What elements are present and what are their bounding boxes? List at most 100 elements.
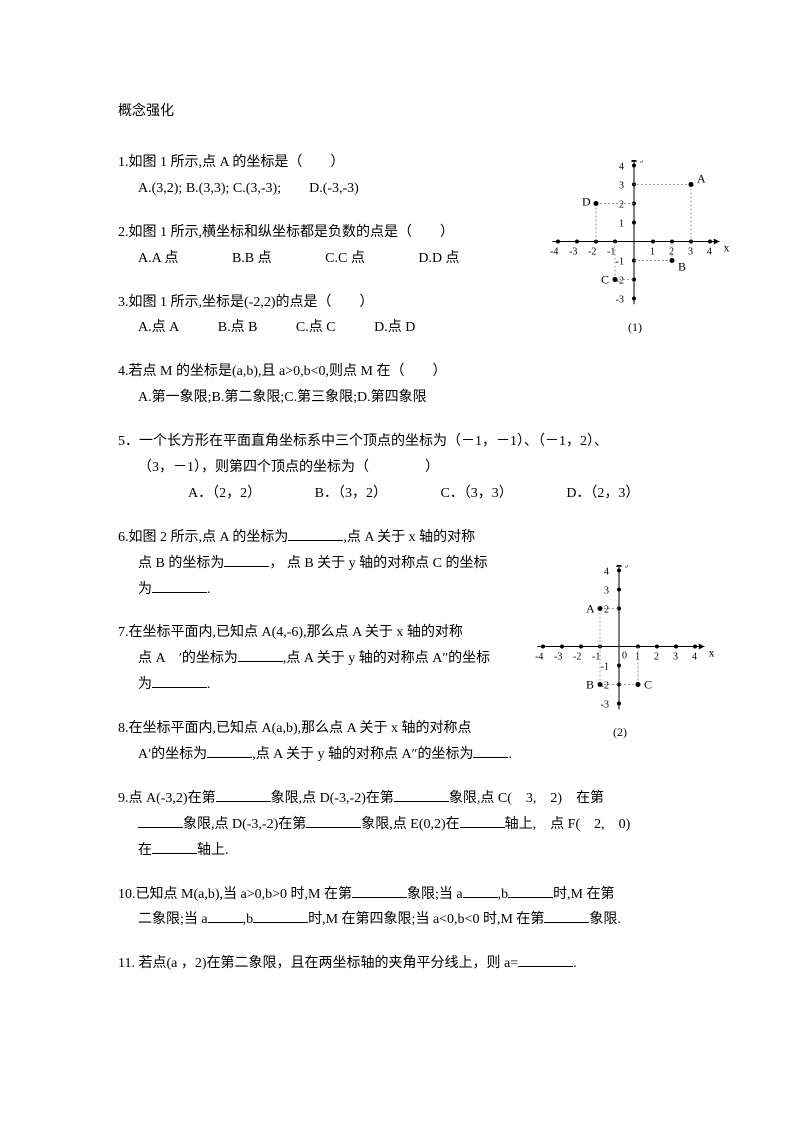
q7: 7.在坐标平面内,已知点 A(4,-6),那么点 A 关于 x 轴的对称 点 A… <box>118 620 518 698</box>
q9-l1b: 象限,点 D(-3,-2)在第 <box>271 791 394 806</box>
q5-d: D．（2，3） <box>566 486 639 501</box>
q5: 5．一个长方形在平面直角坐标系中三个顶点的坐标为（－1，－1）、（－1，2）、 … <box>118 429 690 507</box>
q5-c: C．（3，3） <box>440 486 512 501</box>
q10-l2a: 二象限;当 a <box>138 912 208 927</box>
svg-text:4: 4 <box>707 247 712 258</box>
q4-stem: 4.若点 M 的坐标是(a,b),且 a>0,b<0,则点 M 在（ ） <box>118 359 690 385</box>
q9-l1: 9.点 A(-3,2)在第 象限,点 D(-3,-2)在第 象限,点 C( 3, 2… <box>118 786 690 812</box>
q9-l2: 象限,点 D(-3,-2)在第 象限,点 E(0,2)在 轴上, 点 F( 2, 0… <box>118 812 690 838</box>
svg-text:x: x <box>724 241 730 255</box>
q4-opts: A.第一象限;B.第二象限;C.第三象限;D.第四象限 <box>118 385 690 411</box>
svg-text:y: y <box>625 565 631 568</box>
svg-text:-3: -3 <box>601 700 609 711</box>
q6-l2a: 点 B 的坐标为 <box>138 556 224 571</box>
figure-2: xy-4-3-2-11234234-1-2-30ABC(2) <box>530 565 720 740</box>
blank <box>216 787 271 802</box>
q10-l1b: 象限;当 a <box>407 887 463 902</box>
svg-text:0: 0 <box>622 651 627 662</box>
q2-c: C.C 点 <box>325 251 365 266</box>
svg-text:-3: -3 <box>616 295 624 306</box>
q9-l3b: 轴上. <box>197 843 229 858</box>
q11-a: 11. 若点(a ，2)在第二象限，且在两坐标轴的夹角平分线上，则 a= <box>118 956 518 971</box>
svg-text:B: B <box>678 260 686 274</box>
q6: 6.如图 2 所示,点 A 的坐标为 ,点 A 关于 x 轴的对称 点 B 的坐标… <box>118 525 518 603</box>
q11-l1: 11. 若点(a ，2)在第二象限，且在两坐标轴的夹角平分线上，则 a=. <box>118 951 690 977</box>
q9-l3a: 在 <box>138 843 152 858</box>
blank <box>224 552 269 567</box>
svg-text:(2): (2) <box>613 725 627 739</box>
q7-l3: 为. <box>118 672 518 698</box>
svg-text:1: 1 <box>650 247 655 258</box>
blank <box>463 883 498 898</box>
q2-a: A.A 点 <box>138 251 178 266</box>
q9-l1c: 象限,点 C( 3, 2) 在第 <box>449 791 604 806</box>
svg-text:2: 2 <box>619 200 624 211</box>
q11-b: . <box>573 956 577 971</box>
q10-l2b: ,b <box>243 912 254 927</box>
q9-l2c: 轴上, 点 F( 2, 0) <box>505 817 631 832</box>
svg-text:2: 2 <box>654 652 659 663</box>
q10-l2d: 象限. <box>589 912 621 927</box>
q6-l1b: ,点 A 关于 x 轴的对称 <box>343 530 475 545</box>
q10-l2c: 时,M 在第四象限;当 a<0,b<0 时,M 在第 <box>308 912 544 927</box>
q3-b: B.点 B <box>218 320 258 335</box>
blank <box>207 743 252 758</box>
q5-l2: （3，－1），则第四个顶点的坐标为（ ） <box>118 455 690 481</box>
q6-l3b: . <box>207 582 211 597</box>
q2-d: D.D 点 <box>418 251 459 266</box>
q8-l2c: . <box>508 747 512 762</box>
blank <box>138 813 183 828</box>
q10-l1d: 时,M 在第 <box>553 887 614 902</box>
q9-l2a: 象限,点 D(-3,-2)在第 <box>183 817 306 832</box>
blank <box>352 883 407 898</box>
blank <box>288 526 343 541</box>
svg-text:-3: -3 <box>569 247 577 258</box>
q6-l2: 点 B 的坐标为， 点 B 关于 y 轴的对称点 C 的坐标 <box>118 551 518 577</box>
svg-text:A: A <box>697 172 706 186</box>
q6-l1a: 6.如图 2 所示,点 A 的坐标为 <box>118 530 288 545</box>
svg-text:-4: -4 <box>535 652 543 663</box>
svg-text:A: A <box>586 602 595 616</box>
q7-l2: 点 A ′的坐标为 ,点 A 关于 y 轴的对称点 A″的坐标 <box>118 646 518 672</box>
svg-text:-1: -1 <box>607 247 615 258</box>
q10: 10.已知点 M(a,b),当 a>0,b>0 时,M 在第 象限;当 a ,b 时,… <box>118 882 690 934</box>
blank <box>508 883 553 898</box>
blank <box>306 813 361 828</box>
svg-text:(1): (1) <box>628 320 642 334</box>
svg-text:-1: -1 <box>616 257 624 268</box>
blank <box>394 787 449 802</box>
q10-l1a: 10.已知点 M(a,b),当 a>0,b>0 时,M 在第 <box>118 887 352 902</box>
svg-text:B: B <box>586 678 594 692</box>
blank <box>518 952 573 967</box>
q3-a: A.点 A <box>138 320 179 335</box>
svg-text:3: 3 <box>619 181 624 192</box>
q7-l3a: 为 <box>138 677 152 692</box>
q9-l1a: 9.点 A(-3,2)在第 <box>118 791 216 806</box>
svg-text:4: 4 <box>619 162 624 173</box>
q5-l1: 5．一个长方形在平面直角坐标系中三个顶点的坐标为（－1，－1）、（－1，2）、 <box>118 429 690 455</box>
svg-text:x: x <box>709 646 715 660</box>
q7-l2a: 点 A ′的坐标为 <box>138 651 238 666</box>
q8-l2: A′的坐标为 ,点 A 关于 y 轴的对称点 A″的坐标为. <box>118 742 690 768</box>
svg-text:2: 2 <box>604 605 609 616</box>
q8-l2b: ,点 A 关于 y 轴的对称点 A″的坐标为 <box>252 747 473 762</box>
svg-text:4: 4 <box>692 652 697 663</box>
blank <box>208 908 243 923</box>
svg-text:1: 1 <box>635 652 640 663</box>
blank <box>152 673 207 688</box>
svg-text:C: C <box>601 273 609 287</box>
q7-l2b: ,点 A 关于 y 轴的对称点 A″的坐标 <box>283 651 490 666</box>
q10-l2: 二象限;当 a ,b 时,M 在第四象限;当 a<0,b<0 时,M 在第 象限. <box>118 907 690 933</box>
svg-text:-2: -2 <box>588 247 596 258</box>
svg-text:D: D <box>582 195 591 209</box>
svg-text:-4: -4 <box>550 247 558 258</box>
q5-a: A．（2，2） <box>188 486 261 501</box>
q10-l1c: ,b <box>498 887 509 902</box>
q6-l3: 为. <box>118 577 518 603</box>
q9-l2b: 象限,点 E(0,2)在 <box>361 817 459 832</box>
coord-plane-1: xy-4-3-2-112341234-1-2-3ABCD(1) <box>540 160 740 335</box>
svg-text:3: 3 <box>673 652 678 663</box>
q8-l2a: A′的坐标为 <box>138 747 207 762</box>
blank <box>152 578 207 593</box>
q5-opts: A．（2，2） B．（3，2） C．（3，3） D．（2，3） <box>118 481 690 507</box>
